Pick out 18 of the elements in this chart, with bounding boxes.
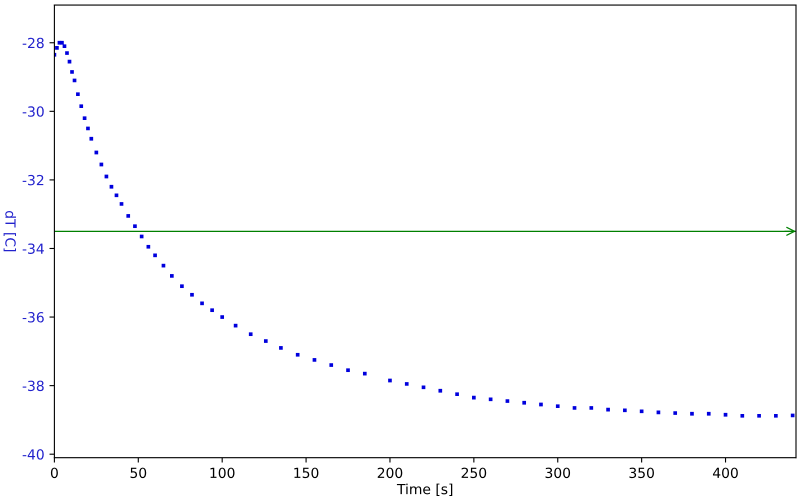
x-tick-label: 350 (629, 468, 654, 478)
x-tick-label: 50 (130, 468, 146, 478)
x-tick-label: 200 (378, 468, 402, 478)
x-tick-label: 300 (546, 468, 570, 478)
x-tick-label: 250 (462, 468, 486, 478)
x-tick-label: 150 (294, 468, 318, 478)
x-tick-label: 400 (712, 468, 738, 478)
y-tick-label: -36 (22, 312, 44, 323)
y-tick-label: -40 (22, 449, 44, 460)
y-tick-label: -30 (22, 106, 44, 117)
y-axis-title: dT [C] (4, 210, 16, 252)
x-tick-label: 100 (210, 468, 235, 478)
y-tick-label: -34 (22, 243, 44, 254)
x-tick-label: 0 (50, 468, 58, 478)
y-tick-label: -28 (22, 38, 44, 48)
y-tick-label: -38 (22, 380, 44, 392)
y-tick-label: -32 (22, 174, 44, 186)
x-axis-title: Time [s] (396, 484, 452, 496)
